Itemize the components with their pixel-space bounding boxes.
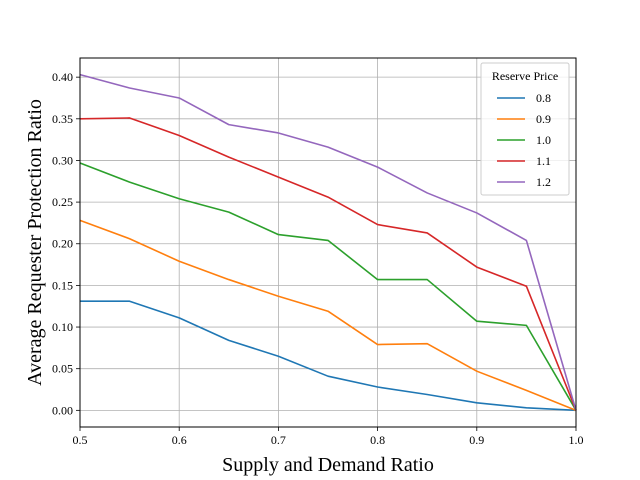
legend: Reserve Price 0.8 0.9 1.0 1.1 1.2 — [480, 62, 570, 196]
x-tick-label: 0.6 — [172, 433, 187, 447]
y-axis-ticks: 0.00 0.05 0.10 0.15 0.20 0.25 0.30 0.35 0.40 — [52, 70, 80, 417]
legend-title: Reserve Price — [492, 69, 558, 83]
y-tick-label: 0.35 — [52, 112, 73, 126]
x-tick-label: 0.9 — [469, 433, 484, 447]
x-axis-label: Supply and Demand Ratio — [222, 454, 434, 476]
legend-label-1.0: 1.0 — [536, 133, 551, 147]
y-tick-label: 0.10 — [52, 320, 73, 334]
y-tick-label: 0.30 — [52, 153, 73, 167]
series-line-1.0 — [79, 162, 577, 411]
y-tick-label: 0.15 — [52, 278, 73, 292]
legend-label-1.2: 1.2 — [536, 175, 551, 189]
series-lines — [79, 73, 577, 412]
legend-label-0.9: 0.9 — [536, 112, 551, 126]
x-tick-label: 1.0 — [569, 433, 584, 447]
series-line-1.1 — [79, 117, 577, 411]
y-tick-label: 0.40 — [52, 70, 73, 84]
y-tick-label: 0.05 — [52, 362, 73, 376]
plot-frame — [79, 57, 577, 428]
legend-items: 0.8 0.9 1.0 1.1 1.2 — [497, 91, 551, 189]
legend-label-1.1: 1.1 — [536, 154, 551, 168]
y-axis-label: Average Requester Protection Ratio — [24, 99, 46, 386]
x-axis-ticks: 0.5 0.6 0.7 0.8 0.9 1.0 — [73, 427, 584, 447]
x-tick-label: 0.5 — [73, 433, 88, 447]
x-tick-label: 0.7 — [271, 433, 286, 447]
y-tick-label: 0.25 — [52, 195, 73, 209]
legend-label-0.8: 0.8 — [536, 91, 551, 105]
x-tick-label: 0.8 — [370, 433, 385, 447]
series-line-1.2 — [79, 73, 577, 411]
y-tick-label: 0.20 — [52, 237, 73, 251]
legend-box — [480, 62, 570, 196]
series-line-0.9 — [79, 219, 577, 412]
series-line-0.8 — [80, 300, 577, 412]
y-tick-label: 0.00 — [52, 403, 73, 417]
